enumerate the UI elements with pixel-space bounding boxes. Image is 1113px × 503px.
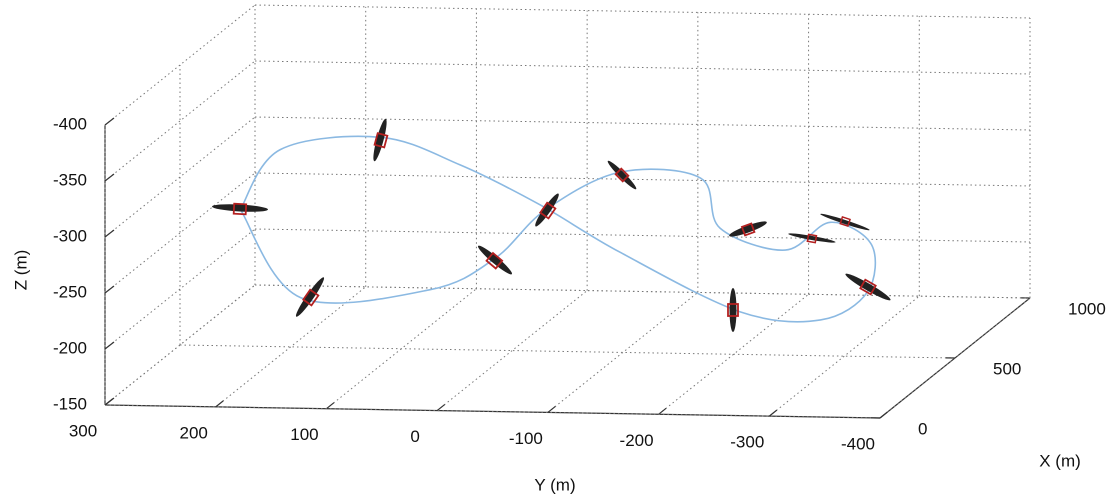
y-tick bbox=[437, 405, 445, 411]
z-tick bbox=[105, 342, 114, 349]
x-tick-label: 500 bbox=[993, 359, 1021, 378]
trajectory-layer bbox=[240, 136, 875, 321]
grid-line bbox=[255, 229, 1030, 242]
aircraft bbox=[293, 275, 329, 320]
z-tick-label: -200 bbox=[53, 338, 87, 357]
z-axis-label: Z (m) bbox=[11, 250, 30, 291]
y-axis-label: Y (m) bbox=[534, 475, 575, 494]
z-tick-label: -250 bbox=[53, 282, 87, 301]
grid-line bbox=[255, 285, 1030, 298]
grid-line bbox=[255, 173, 1030, 186]
z-tick bbox=[105, 398, 114, 405]
trajectory bbox=[240, 136, 875, 321]
grid-line bbox=[216, 287, 366, 407]
y-tick bbox=[880, 412, 888, 418]
aircraft bbox=[532, 191, 563, 230]
y-tick bbox=[548, 406, 556, 412]
x-axis-label: X (m) bbox=[1039, 451, 1081, 470]
aircraft-icons bbox=[212, 118, 893, 332]
y-tick-label: -300 bbox=[730, 433, 764, 452]
aircraft bbox=[370, 118, 391, 163]
z-tick bbox=[105, 174, 114, 181]
aircraft bbox=[843, 270, 893, 305]
y-tick-label: 100 bbox=[290, 425, 318, 444]
z-tick bbox=[105, 230, 114, 237]
z-tick bbox=[105, 286, 114, 293]
z-tick-label: -350 bbox=[53, 170, 87, 189]
y-tick-label: -400 bbox=[841, 434, 875, 453]
y-tick-label: -100 bbox=[509, 429, 543, 448]
grid-line bbox=[180, 345, 955, 358]
grid-line bbox=[437, 291, 587, 411]
y-tick bbox=[326, 403, 334, 409]
z-tick-label: -400 bbox=[53, 114, 87, 133]
y-tick-label: 300 bbox=[69, 421, 97, 440]
y-tick-label: -200 bbox=[620, 431, 654, 450]
z-tick-label: -300 bbox=[53, 226, 87, 245]
aircraft bbox=[212, 203, 268, 216]
aircraft bbox=[728, 288, 738, 332]
x-tick-label: 1000 bbox=[1068, 299, 1106, 318]
z-tick-label: -150 bbox=[53, 394, 87, 413]
y-tick bbox=[769, 410, 777, 416]
y-tick-label: 200 bbox=[180, 423, 208, 442]
grid-line bbox=[255, 117, 1030, 130]
y-tick-label: 0 bbox=[410, 427, 419, 446]
aircraft bbox=[474, 243, 514, 279]
y-tick bbox=[659, 408, 667, 414]
aircraft bbox=[819, 210, 871, 233]
grid-line bbox=[255, 5, 1030, 18]
grid-line bbox=[548, 292, 698, 412]
x-tick-label: 0 bbox=[918, 419, 927, 438]
y-tick bbox=[216, 401, 224, 407]
grid-line bbox=[769, 296, 919, 416]
grid-line bbox=[255, 61, 1030, 74]
z-tick bbox=[105, 118, 114, 125]
